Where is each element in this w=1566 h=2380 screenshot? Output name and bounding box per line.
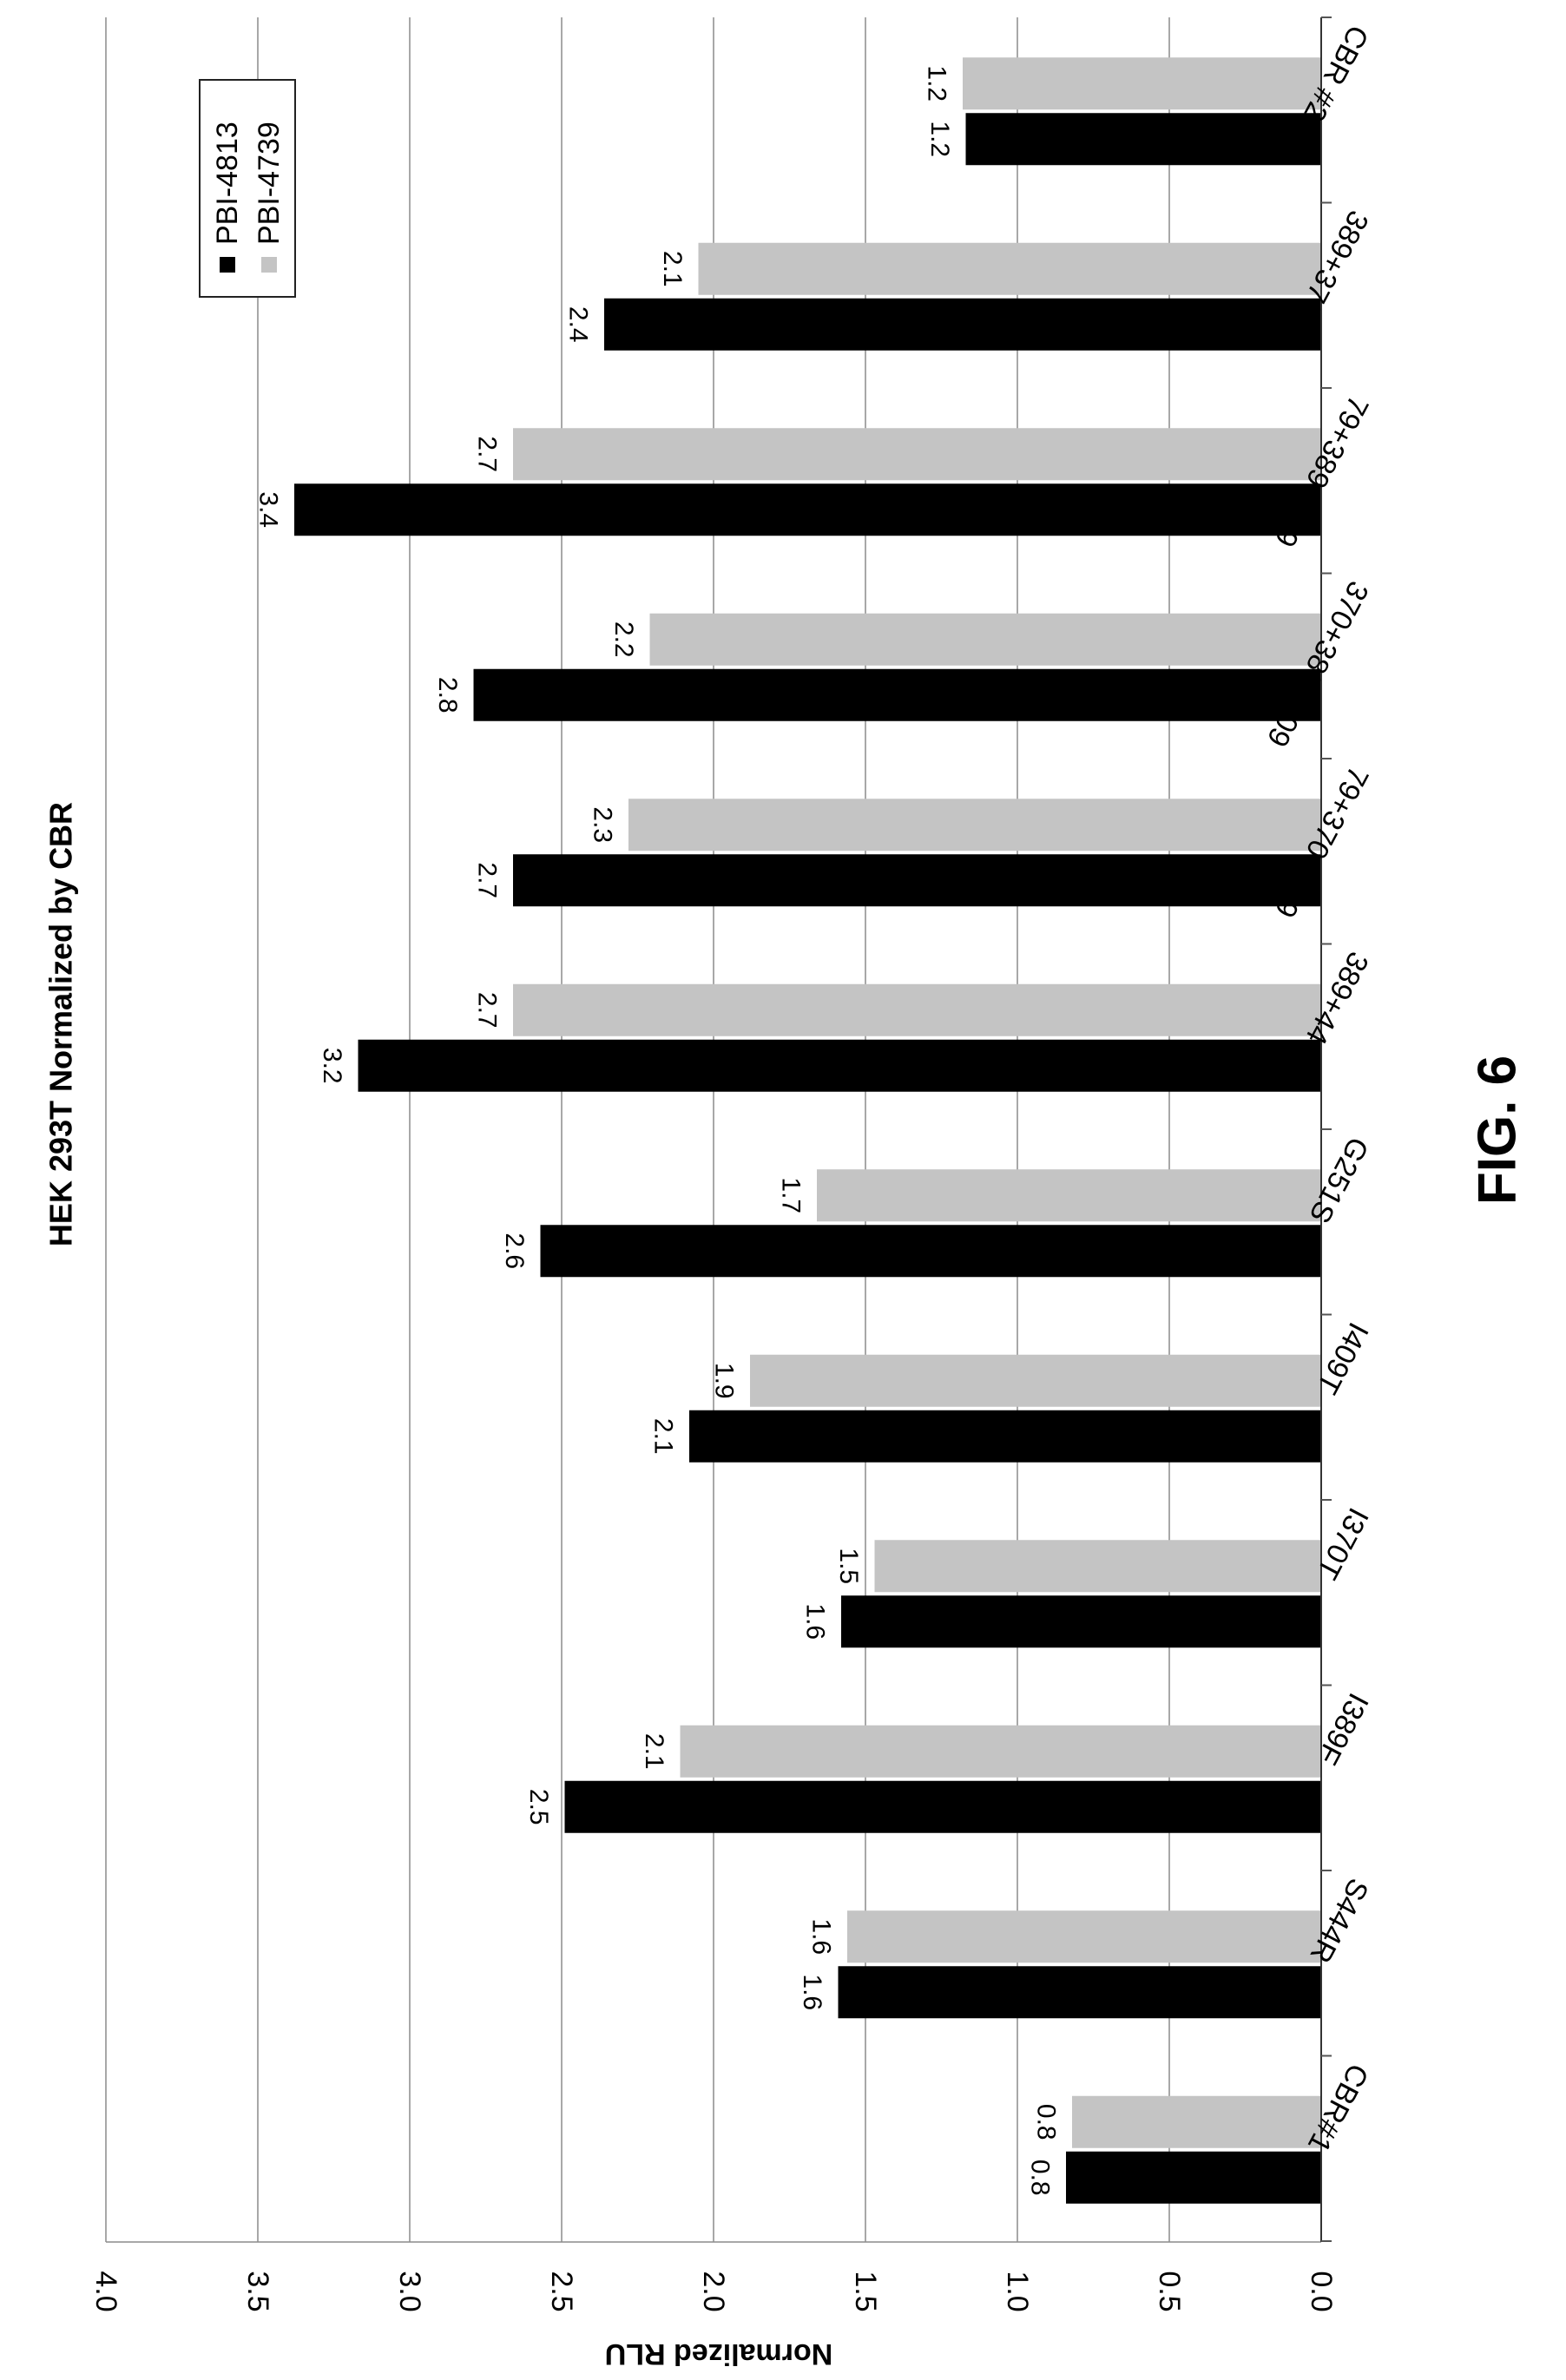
bar-pbi-4813-cbr-2 xyxy=(965,113,1321,166)
y-tick-label: 1.5 xyxy=(849,2271,882,2311)
bar-pbi-4739-cbr-2 xyxy=(963,57,1321,110)
data-label-pbi-4739-cbr-1: 0.8 xyxy=(1032,2104,1061,2140)
bar-pbi-4739-s444r xyxy=(847,1910,1321,1963)
data-label-pbi-4813-79-389-409: 3.4 xyxy=(254,491,283,528)
data-label-pbi-4739-79-370-389: 2.3 xyxy=(589,806,617,843)
y-tick-label: 2.5 xyxy=(545,2271,578,2311)
data-label-pbi-4739-s444r: 1.6 xyxy=(807,1918,836,1955)
data-label-pbi-4813-cbr-1: 0.8 xyxy=(1026,2160,1055,2196)
legend-swatch-pbi-4813 xyxy=(220,257,235,273)
bar-pbi-4739-389-444 xyxy=(513,983,1321,1036)
data-label-pbi-4813-389-370: 2.4 xyxy=(564,306,593,343)
legend-label-pbi-4739: PBI-4739 xyxy=(253,122,286,245)
y-tick-label: 0.0 xyxy=(1305,2271,1338,2311)
bar-pbi-4739-i389f xyxy=(680,1725,1321,1778)
bar-pbi-4813-i409t xyxy=(689,1410,1321,1463)
bar-pbi-4813-i370t xyxy=(841,1595,1321,1648)
bar-pbi-4739-cbr-1 xyxy=(1072,2095,1321,2148)
bar-pbi-4739-i409t xyxy=(750,1354,1321,1407)
data-label-pbi-4813-370-389-409: 2.8 xyxy=(433,677,462,713)
data-label-pbi-4739-389-370: 2.1 xyxy=(658,251,687,287)
bars xyxy=(294,57,1321,2204)
data-label-pbi-4813-cbr-2: 1.2 xyxy=(925,121,954,157)
titles: HEK 293T Normalized by CBR Normalized RLU… xyxy=(43,802,1528,2370)
data-label-pbi-4739-370-389-409: 2.2 xyxy=(609,621,638,658)
bar-pbi-4813-370-389-409 xyxy=(473,668,1321,721)
data-label-pbi-4813-s444r: 1.6 xyxy=(798,1974,826,2010)
data-label-pbi-4739-i389f: 2.1 xyxy=(640,1733,668,1770)
bar-pbi-4813-s444r xyxy=(838,1966,1321,2019)
y-tick-label: 3.5 xyxy=(241,2271,274,2311)
bar-pbi-4739-370-389-409 xyxy=(649,613,1321,666)
chart-title: HEK 293T Normalized by CBR xyxy=(43,802,79,1246)
y-tick-label: 1.0 xyxy=(1001,2271,1034,2311)
data-label-pbi-4813-79-370-389: 2.7 xyxy=(473,862,502,898)
bar-pbi-4813-79-370-389 xyxy=(513,854,1321,907)
data-label-pbi-4739-cbr-2: 1.2 xyxy=(923,65,951,102)
y-axis-title: Normalized RLU xyxy=(605,2337,833,2370)
data-label-pbi-4813-i370t: 1.6 xyxy=(801,1603,830,1640)
bar-pbi-4813-cbr-1 xyxy=(1066,2151,1321,2204)
legend: PBI-4813 PBI-4739 xyxy=(199,79,296,298)
data-label-pbi-4813-i409t: 2.1 xyxy=(649,1418,678,1455)
data-label-pbi-4739-79-389-409: 2.7 xyxy=(473,436,502,472)
bar-pbi-4813-79-389-409 xyxy=(294,483,1321,536)
bar-pbi-4739-g251s xyxy=(817,1169,1321,1222)
gridlines xyxy=(105,17,1170,2242)
legend-swatch-pbi-4739 xyxy=(261,257,277,273)
legend-box xyxy=(199,79,296,298)
bar-pbi-4813-389-444 xyxy=(358,1039,1321,1092)
legend-label-pbi-4813: PBI-4813 xyxy=(211,122,244,245)
axes: 0.0 0.5 1.0 1.5 2.0 2.5 3.0 3.5 4.0 xyxy=(89,16,1338,2312)
bar-pbi-4813-i389f xyxy=(564,1780,1321,1833)
bar-pbi-4813-389-370 xyxy=(604,298,1321,351)
data-label-pbi-4739-389-444: 2.7 xyxy=(473,992,502,1029)
data-label-pbi-4813-389-444: 3.2 xyxy=(318,1048,346,1084)
bar-pbi-4739-389-370 xyxy=(698,242,1321,295)
figure-label: FIG. 6 xyxy=(1468,1055,1528,1205)
bar-pbi-4739-79-389-409 xyxy=(513,428,1321,481)
y-tick-label: 0.5 xyxy=(1153,2271,1186,2311)
y-tick-label: 3.0 xyxy=(393,2271,426,2311)
y-tick-label: 2.0 xyxy=(697,2271,730,2311)
bar-pbi-4813-g251s xyxy=(540,1225,1321,1278)
data-label-pbi-4813-i389f: 2.5 xyxy=(524,1789,553,1825)
data-label-pbi-4739-i370t: 1.5 xyxy=(834,1548,863,1584)
data-label-pbi-4739-g251s: 1.7 xyxy=(777,1177,806,1213)
bar-pbi-4739-i370t xyxy=(874,1540,1321,1593)
bar-pbi-4739-79-370-389 xyxy=(628,799,1321,851)
data-label-pbi-4739-i409t: 1.9 xyxy=(710,1363,739,1399)
y-tick-label: 4.0 xyxy=(89,2271,122,2311)
data-label-pbi-4813-g251s: 2.6 xyxy=(500,1233,529,1269)
